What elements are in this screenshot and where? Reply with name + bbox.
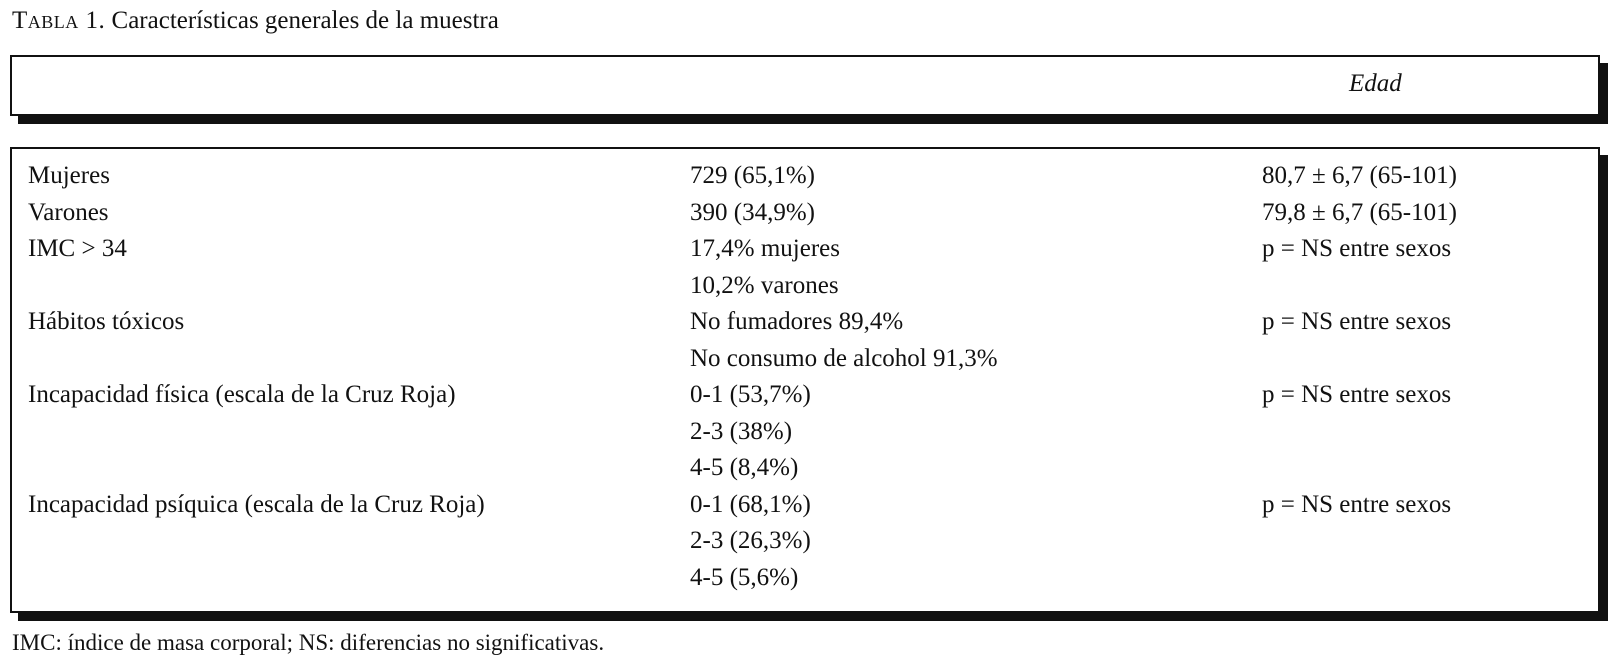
row-label: Mujeres xyxy=(28,162,110,189)
table-header: Edad xyxy=(10,55,1600,116)
row-label-cell: Incapacidad psíquica (escala de la Cruz … xyxy=(28,487,668,524)
row-age-cell: 79,8 ± 6,7 (65-101) xyxy=(1262,195,1582,232)
row-label-cell: Incapacidad física (escala de la Cruz Ro… xyxy=(28,377,668,414)
table-caption: Tabla 1. Características generales de la… xyxy=(12,4,499,38)
row-age: 80,7 ± 6,7 (65-101) xyxy=(1262,162,1457,189)
row-age-cell: 80,7 ± 6,7 (65-101) xyxy=(1262,158,1582,195)
row-value-cell: 0-1 (68,1%) 2-3 (26,3%) 4-5 (5,6%) xyxy=(690,487,1220,597)
row-label-cell: Hábitos tóxicos xyxy=(28,304,668,341)
row-label: Varones xyxy=(28,198,109,226)
row-age: p = NS entre sexos xyxy=(1262,490,1452,518)
column-header-edad: Edad xyxy=(1349,70,1402,97)
row-value-cell: No fumadores 89,4% No consumo de alcohol… xyxy=(690,304,1220,377)
row-value-cell: 17,4% mujeres 10,2% varones xyxy=(690,231,1220,304)
table-row: Incapacidad física (escala de la Cruz Ro… xyxy=(28,377,1588,487)
row-age-cell: p = NS entre sexos xyxy=(1262,487,1582,524)
row-age: p = NS entre sexos xyxy=(1262,235,1452,262)
row-value: 2-3 (38%) xyxy=(690,417,793,445)
row-value: 729 (65,1%) xyxy=(690,162,815,189)
row-value: 17,4% mujeres xyxy=(690,235,840,262)
row-age-cell: p = NS entre sexos xyxy=(1262,377,1582,414)
row-label-cell: IMC > 34 xyxy=(28,231,668,268)
table-caption-label: Tabla 1. xyxy=(12,7,106,34)
row-age-cell: p = NS entre sexos xyxy=(1262,304,1582,341)
row-age: 79,8 ± 6,7 (65-101) xyxy=(1262,198,1457,226)
row-label-cell: Mujeres xyxy=(28,158,668,195)
row-age: p = NS entre sexos xyxy=(1262,381,1452,408)
row-label: Incapacidad psíquica (escala de la Cruz … xyxy=(28,490,485,518)
table-body: Mujeres 729 (65,1%) 80,7 ± 6,7 (65-101) … xyxy=(10,147,1600,613)
row-value-cell: 0-1 (53,7%) 2-3 (38%) 4-5 (8,4%) xyxy=(690,377,1220,487)
row-label: IMC > 34 xyxy=(28,235,127,262)
table-row: IMC > 34 17,4% mujeres 10,2% varones p =… xyxy=(28,231,1588,304)
row-value: 0-1 (68,1%) xyxy=(690,490,811,518)
row-age: p = NS entre sexos xyxy=(1262,308,1452,335)
table-row: Varones 390 (34,9%) 79,8 ± 6,7 (65-101) xyxy=(28,195,1588,232)
row-value-cell: 729 (65,1%) xyxy=(690,158,1220,195)
row-value: 2-3 (26,3%) xyxy=(690,527,811,554)
row-value: No consumo de alcohol 91,3% xyxy=(690,344,998,372)
table-caption-text: Características generales de la muestra xyxy=(111,7,499,34)
table-row: Incapacidad psíquica (escala de la Cruz … xyxy=(28,487,1588,597)
table-footnote: IMC: índice de masa corporal; NS: difere… xyxy=(12,630,605,655)
row-label: Incapacidad física (escala de la Cruz Ro… xyxy=(28,381,456,408)
row-value: 4-5 (5,6%) xyxy=(690,563,799,591)
row-value: 10,2% varones xyxy=(690,271,839,299)
row-value: No fumadores 89,4% xyxy=(690,308,904,335)
row-value: 0-1 (53,7%) xyxy=(690,381,811,408)
row-value: 4-5 (8,4%) xyxy=(690,454,799,481)
table-row: Mujeres 729 (65,1%) 80,7 ± 6,7 (65-101) xyxy=(28,158,1588,195)
row-age-cell: p = NS entre sexos xyxy=(1262,231,1582,268)
row-value: 390 (34,9%) xyxy=(690,198,815,226)
row-label-cell: Varones xyxy=(28,195,668,232)
table-row: Hábitos tóxicos No fumadores 89,4% No co… xyxy=(28,304,1588,377)
row-value-cell: 390 (34,9%) xyxy=(690,195,1220,232)
row-label: Hábitos tóxicos xyxy=(28,308,185,335)
table-rows: Mujeres 729 (65,1%) 80,7 ± 6,7 (65-101) … xyxy=(28,158,1588,596)
